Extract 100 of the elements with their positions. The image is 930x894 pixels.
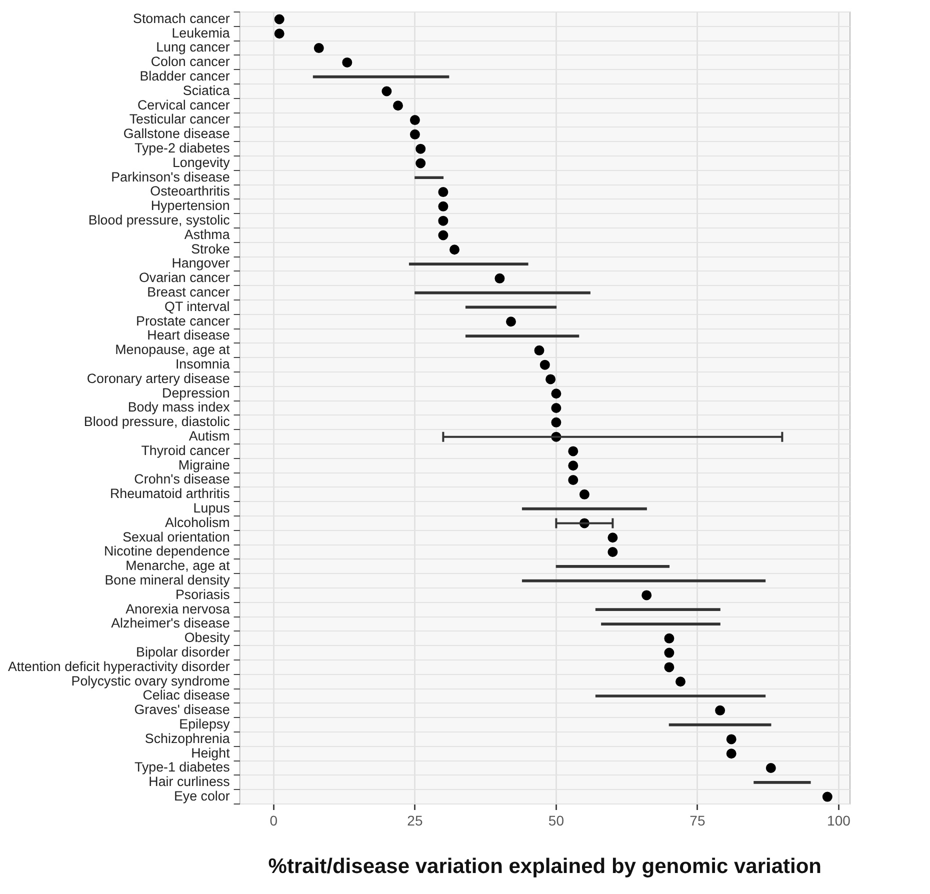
y-tick-label: Bladder cancer — [140, 68, 230, 84]
y-tick-label: Parkinson's disease — [111, 169, 230, 184]
bar — [595, 694, 766, 698]
y-tick-label: Coronary artery disease — [86, 370, 230, 386]
point — [438, 230, 448, 240]
y-tick-label: Hair curliness — [148, 774, 230, 790]
y-tick-label: Attention deficit hyperactivity disorder — [8, 658, 230, 674]
y-tick-label: Lupus — [193, 500, 230, 516]
point — [438, 216, 448, 226]
point — [438, 201, 448, 212]
point — [568, 446, 578, 456]
x-tick-label: 25 — [407, 812, 423, 828]
y-tick-label: Depression — [162, 385, 230, 400]
y-tick-label: Testicular cancer — [129, 112, 230, 127]
point — [534, 345, 544, 356]
point — [392, 100, 403, 111]
y-tick-label: Heart disease — [147, 328, 230, 343]
y-tick-label: Alzheimer's disease — [111, 616, 230, 631]
point — [410, 129, 420, 140]
point — [568, 475, 578, 486]
point — [546, 374, 556, 384]
y-tick-label: Colon cancer — [150, 54, 230, 70]
bar — [414, 176, 444, 180]
point — [822, 792, 832, 802]
y-tick-label: Insomnia — [175, 356, 230, 372]
y-tick-label: Sexual orientation — [122, 529, 230, 544]
point — [416, 158, 426, 168]
y-tick-label: Gallstone disease — [123, 126, 230, 142]
y-tick-label: Blood pressure, systolic — [88, 212, 230, 228]
bar — [408, 262, 528, 266]
y-tick-label: Menopause, age at — [115, 342, 230, 358]
point — [664, 648, 674, 658]
y-tick-label: Body mass index — [128, 400, 230, 415]
point — [494, 273, 505, 284]
y-tick-label: Obesity — [184, 630, 230, 646]
point — [540, 360, 550, 370]
point — [726, 734, 736, 744]
y-tick-label: Rheumatoid arthritis — [110, 486, 230, 502]
y-tick-label: Alcoholism — [165, 514, 230, 530]
point — [608, 547, 618, 558]
point — [382, 86, 392, 96]
y-tick-label: Thyroid cancer — [141, 442, 230, 458]
point — [416, 144, 426, 154]
y-tick-label: Hangover — [172, 256, 230, 271]
y-tick-label: Cervical cancer — [138, 97, 230, 112]
point — [410, 115, 420, 126]
y-tick-label: Prostate cancer — [136, 313, 230, 328]
y-tick-label: Nicotine dependence — [104, 544, 230, 559]
y-tick-label: Stomach cancer — [133, 10, 230, 26]
point — [579, 489, 590, 500]
y-tick-label: Breast cancer — [147, 284, 230, 300]
y-tick-label: Sciatica — [182, 82, 230, 98]
y-tick-label: Eye color — [174, 788, 230, 804]
point — [506, 316, 516, 327]
y-tick-label: Migraine — [178, 457, 230, 472]
point — [274, 28, 284, 39]
point — [551, 388, 562, 399]
y-tick-label: Psoriasis — [175, 586, 230, 602]
point — [726, 748, 736, 759]
point — [314, 43, 324, 54]
y-tick-label: Epilepsy — [179, 716, 230, 732]
x-tick-label: 50 — [548, 812, 564, 828]
y-tick-label: Graves' disease — [134, 702, 230, 718]
point — [438, 187, 448, 198]
y-tick-label: Leukemia — [172, 25, 230, 40]
y-tick-label: Lung cancer — [156, 40, 230, 55]
bar — [312, 75, 450, 78]
y-tick-label: Celiac disease — [142, 688, 230, 703]
point — [551, 417, 562, 428]
x-tick-label: 100 — [827, 812, 851, 828]
point — [449, 244, 460, 255]
y-tick-label: Hypertension — [150, 198, 230, 214]
point — [766, 763, 776, 773]
y-tick-label: QT interval — [164, 298, 230, 314]
point — [664, 633, 674, 644]
y-tick-label: Height — [191, 745, 230, 760]
bar — [595, 608, 720, 612]
point — [568, 460, 578, 471]
bar — [465, 334, 580, 338]
y-tick-label: Osteoarthritis — [150, 184, 230, 199]
point — [715, 705, 726, 716]
bar — [556, 564, 670, 568]
y-tick-label: Asthma — [184, 226, 230, 242]
y-tick-label: Crohn's disease — [134, 472, 230, 487]
y-tick-label: Type-2 diabetes — [134, 140, 230, 156]
point — [342, 57, 352, 68]
y-tick-label: Ovarian cancer — [138, 270, 230, 286]
y-tick-label: Longevity — [172, 154, 230, 170]
point — [608, 532, 618, 543]
point — [642, 590, 652, 600]
point — [274, 14, 284, 24]
y-tick-label: Autism — [188, 428, 230, 444]
point — [676, 676, 686, 687]
y-tick-label: Menarche, age at — [126, 558, 230, 574]
y-tick-label: Type-1 diabetes — [134, 760, 230, 775]
y-tick-label: Bone mineral density — [104, 572, 230, 588]
x-tick-label: 75 — [690, 812, 706, 828]
x-axis-title: %trait/disease variation explained by genomic variation — [268, 855, 822, 878]
y-tick-label: Stroke — [191, 241, 230, 256]
bar — [601, 622, 720, 626]
